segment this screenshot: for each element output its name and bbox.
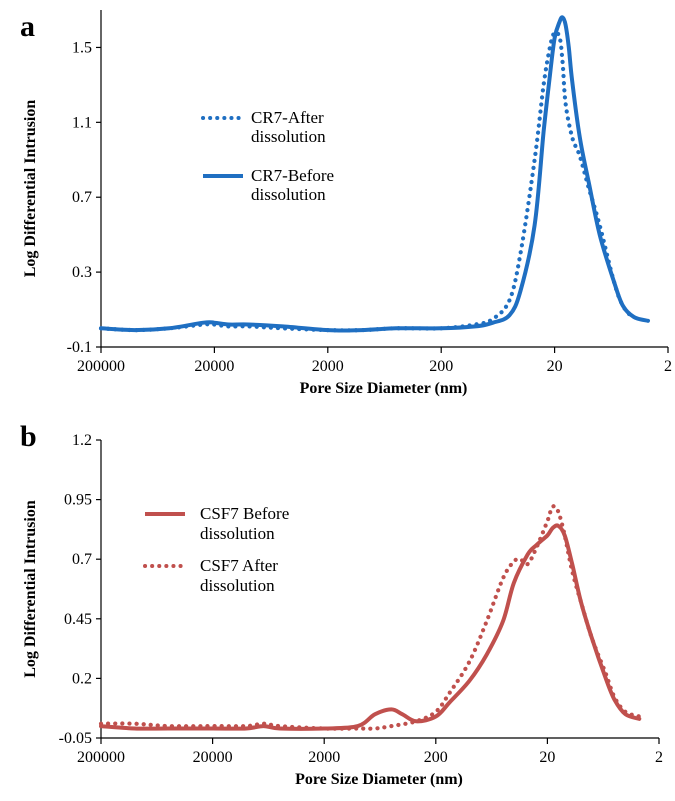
y-tick-label: 1.1 — [72, 114, 92, 131]
x-tick-label: 200 — [429, 358, 453, 375]
y-tick-label: -0.1 — [67, 339, 92, 356]
chart-panel-a: a -0.1 0.3 0.7 1.1 1.5 200000 20000 2000 200 20 2 Po… — [20, 10, 672, 397]
legend-label-2: CR7-Before dissolution — [251, 166, 334, 204]
y-axis-title: Log Differential Intrusion — [22, 100, 39, 278]
panel-letter: a — [20, 10, 35, 43]
series-line-2 — [99, 15, 650, 333]
legend-label-2: CSF7 After dissolution — [200, 556, 278, 595]
legend-label-1: CR7-After dissolution — [251, 108, 326, 146]
x-tick-label: 20000 — [193, 749, 233, 766]
y-tick-label: 0.2 — [72, 670, 92, 687]
y-tick-label: 0.7 — [72, 189, 92, 206]
x-tick-label: 20 — [547, 358, 563, 375]
x-tick-label: 20 — [539, 749, 555, 766]
x-tick-label: 200000 — [77, 749, 125, 766]
y-tick-label: 0.45 — [64, 611, 92, 628]
y-tick-label: 1.2 — [72, 432, 92, 449]
x-axis-title: Pore Size Diameter (nm) — [300, 380, 468, 397]
x-tick-label: 2000 — [312, 358, 344, 375]
x-tick-label: 2000 — [308, 749, 340, 766]
y-tick-label: 1.5 — [72, 39, 92, 56]
series-line-1 — [99, 523, 642, 731]
x-tick-label: 2 — [655, 749, 663, 766]
chart-panel-b: b -0.05 0.2 0.45 0.7 0.95 1.2 200000 20000 2000 20… — [20, 420, 663, 788]
legend-label-1: CSF7 Before dissolution — [200, 504, 289, 543]
series-line-1 — [98, 29, 636, 333]
y-tick-label: 0.3 — [72, 264, 92, 281]
x-tick-label: 20000 — [194, 358, 234, 375]
panel-letter: b — [20, 420, 37, 453]
series-line-2 — [98, 504, 642, 731]
y-tick-label: -0.05 — [59, 730, 92, 747]
y-tick-label: 0.7 — [72, 551, 92, 568]
x-tick-label: 200 — [424, 749, 448, 766]
y-axis-title: Log Differential Intrusion — [22, 500, 39, 678]
x-axis-title: Pore Size Diameter (nm) — [295, 771, 463, 788]
y-tick-label: 0.95 — [64, 492, 92, 509]
x-tick-label: 200000 — [77, 358, 125, 375]
x-tick-label: 2 — [664, 358, 672, 375]
